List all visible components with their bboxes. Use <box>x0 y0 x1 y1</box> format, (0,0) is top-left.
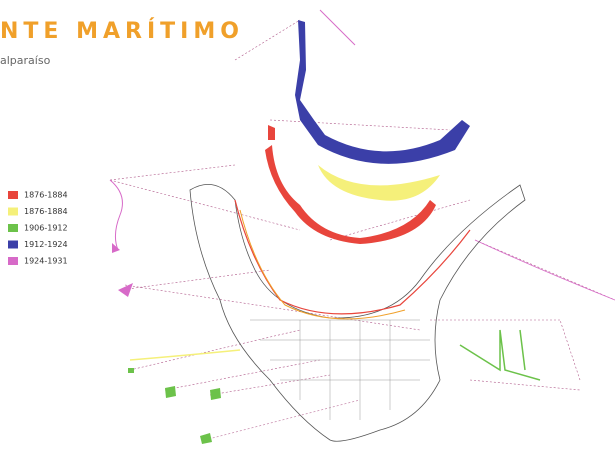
legend-swatch <box>8 191 18 199</box>
legend-label: 1876-1884 <box>24 207 68 216</box>
city <box>189 183 526 442</box>
legend-label: 1906-1912 <box>24 224 68 233</box>
legend-label: 1876-1884 <box>24 191 68 200</box>
title: NTE MARÍTIMO <box>0 18 244 44</box>
reclamation-area <box>200 433 212 444</box>
legend-label: 1924-1931 <box>24 257 68 266</box>
subtitle: alparaíso <box>0 54 51 67</box>
reclamation-area <box>128 368 134 373</box>
reclamation-area <box>210 388 221 400</box>
reclamation-area <box>112 243 120 253</box>
legend-swatch <box>8 240 18 249</box>
legend-swatch <box>8 224 18 232</box>
reclamation-area <box>118 283 133 297</box>
reclamation-area <box>295 20 470 164</box>
legend: 1876-1884 1876-1884 1906-1912 1912-1924 1924… <box>8 191 68 266</box>
legend-label: 1912-1924 <box>24 240 68 249</box>
reclamation-layers <box>112 20 541 444</box>
reclamation-area <box>459 329 541 381</box>
projection-lines <box>109 9 615 441</box>
reclamation-area <box>265 145 436 244</box>
reclamation-area <box>268 125 275 140</box>
reclamation-area <box>318 165 440 201</box>
reclamation-area <box>129 349 241 361</box>
reclamation-area <box>165 386 176 398</box>
legend-swatch <box>8 257 18 265</box>
legend-swatch <box>8 207 18 216</box>
